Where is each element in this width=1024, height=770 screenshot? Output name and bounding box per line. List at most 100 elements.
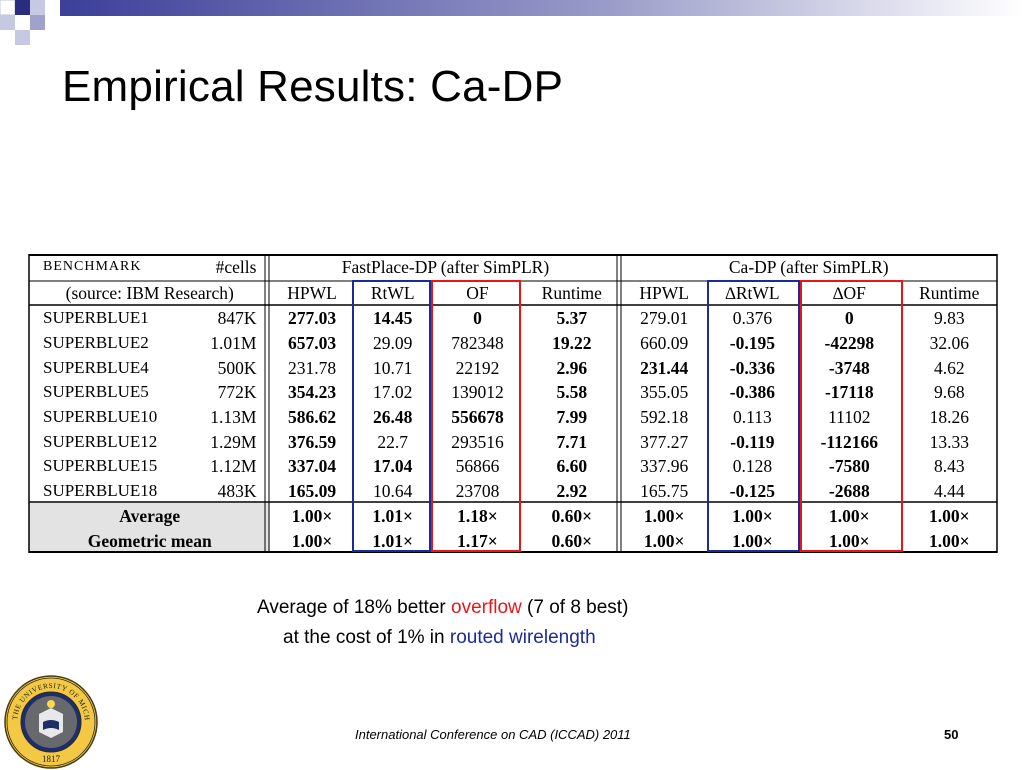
summary-value: 1.00× — [291, 505, 333, 526]
logo-year: 1817 — [42, 754, 61, 764]
value-cell: 293516 — [451, 431, 504, 452]
value-cell: 4.44 — [933, 481, 965, 502]
summary-value: 1.00× — [643, 505, 685, 526]
slide-title: Empirical Results: Ca-DP — [62, 62, 564, 111]
value-cell: 0 — [844, 308, 854, 329]
header-decoration — [0, 0, 1024, 45]
value-cell: 592.18 — [640, 406, 689, 427]
value-cell: -3748 — [828, 357, 870, 378]
column-header-1: RtWL — [370, 283, 415, 304]
value-cell: -0.336 — [729, 357, 775, 378]
value-cell: 231.44 — [640, 357, 689, 378]
results-table-wrap: BENCHMARK #cells FastPlace-DP (after SimPL… — [28, 254, 998, 553]
caption-line-2-text: at the cost of 1% in — [283, 627, 450, 648]
value-cell: 0.113 — [733, 406, 772, 427]
value-cell: -0.125 — [729, 481, 775, 502]
summary-label: Geometric mean — [29, 528, 271, 553]
summary-value: 1.00× — [828, 530, 870, 551]
value-cell: 11102 — [828, 406, 871, 427]
summary-row: Average 1.00× 1.01× 1.18× 0.60× 1.00× 1.00× 1.0… — [29, 503, 997, 529]
value-cell: 0.376 — [732, 308, 773, 329]
cell-count: 1.01M — [210, 332, 257, 353]
header-source: (source: IBM Research) — [65, 283, 234, 304]
value-cell: 5.58 — [556, 382, 588, 403]
value-cell: 337.04 — [288, 456, 337, 477]
summary-value: 1.18× — [457, 505, 498, 526]
table-rules — [28, 254, 998, 553]
value-cell: 277.03 — [288, 308, 337, 329]
cell-count: 847K — [217, 308, 257, 329]
summary-value: 0.60× — [551, 505, 593, 526]
value-cell: 9.68 — [933, 382, 965, 403]
table-header-row-2: (source: IBM Research) HPWL RtWL OF Runtime H… — [29, 280, 997, 305]
benchmark-name: SUPERBLUE4 — [43, 357, 149, 377]
column-header-0: HPWL — [287, 283, 337, 304]
value-cell: 7.71 — [556, 431, 588, 452]
value-cell: 2.92 — [556, 481, 588, 502]
table-row: SUPERBLUE18 483K 165.09 10.64 23708 2.92 165.7… — [29, 479, 997, 504]
table-row: SUPERBLUE12 1.29M 376.59 22.7 293516 7.71 377.… — [29, 429, 997, 454]
value-cell: 376.59 — [288, 431, 337, 452]
summary-value: 1.00× — [732, 505, 773, 526]
summary-label: Average — [29, 503, 271, 529]
benchmark-name: SUPERBLUE15 — [43, 456, 158, 476]
cell-count: 483K — [217, 481, 257, 502]
value-cell: -2688 — [828, 481, 870, 502]
summary-value: 1.00× — [828, 505, 870, 526]
value-cell: 4.62 — [933, 357, 965, 378]
value-cell: 0.128 — [732, 456, 773, 477]
summary-value: 0.60× — [551, 530, 593, 551]
benchmark-name: SUPERBLUE18 — [43, 481, 158, 501]
value-cell: 23708 — [455, 481, 500, 502]
column-header-6: ∆OF — [832, 283, 866, 304]
table-row: SUPERBLUE5 772K 354.23 17.02 139012 5.58 355.0… — [29, 380, 997, 405]
header-benchmark: BENCHMARK — [43, 259, 142, 275]
value-cell: 354.23 — [288, 382, 337, 403]
benchmark-name: SUPERBLUE10 — [43, 406, 158, 426]
benchmark-name: SUPERBLUE12 — [43, 431, 158, 451]
value-cell: 17.04 — [373, 456, 413, 477]
summary-value: 1.01× — [372, 505, 414, 526]
column-header-7: Runtime — [919, 283, 980, 304]
footer-conference: International Conference on CAD (ICCAD) … — [355, 727, 631, 742]
value-cell: 139012 — [451, 382, 504, 403]
benchmark-name: SUPERBLUE1 — [43, 308, 149, 328]
summary-value: 1.17× — [457, 530, 498, 551]
value-cell: 660.09 — [640, 332, 689, 353]
value-cell: 279.01 — [640, 308, 689, 329]
value-cell: 13.33 — [929, 431, 969, 452]
value-cell: 14.45 — [373, 308, 413, 329]
value-cell: 18.26 — [929, 406, 969, 427]
header-fastplace-group: FastPlace-DP (after SimPLR) — [341, 257, 550, 278]
value-cell: 586.62 — [288, 406, 337, 427]
value-cell: 10.64 — [373, 481, 413, 502]
value-cell: -7580 — [828, 456, 870, 477]
value-cell: 556678 — [451, 406, 504, 427]
overflow-highlight: overflow — [451, 597, 522, 618]
column-header-3: Runtime — [541, 283, 602, 304]
results-table: BENCHMARK #cells FastPlace-DP (after SimPL… — [29, 254, 997, 553]
value-cell: 32.06 — [929, 332, 969, 353]
caption-line-2: at the cost of 1% in routed wirelength — [283, 627, 596, 649]
cell-count: 1.13M — [210, 406, 257, 427]
page-number: 50 — [944, 727, 958, 742]
column-header-5: ∆RtWL — [725, 283, 780, 304]
column-header-2: OF — [466, 283, 489, 304]
value-cell: 26.48 — [373, 406, 413, 427]
page-number-text: 50 — [944, 727, 959, 742]
routed-wirelength-highlight: routed wirelength — [449, 627, 596, 648]
value-cell: 56866 — [455, 456, 500, 477]
value-cell: -42298 — [824, 332, 875, 353]
value-cell: -17118 — [824, 382, 874, 403]
value-cell: 17.02 — [373, 382, 413, 403]
value-cell: 8.43 — [933, 456, 965, 477]
cell-count: 1.12M — [210, 456, 257, 477]
value-cell: 22.7 — [377, 431, 409, 452]
column-header-4: HPWL — [639, 283, 689, 304]
value-cell: -112166 — [820, 431, 878, 452]
value-cell: 657.03 — [288, 332, 337, 353]
summary-value: 1.00× — [291, 530, 333, 551]
value-cell: 7.99 — [556, 406, 588, 427]
caption-line-1: Average of 18% better overflow (7 of 8 b… — [257, 597, 628, 619]
value-cell: 10.71 — [373, 357, 413, 378]
